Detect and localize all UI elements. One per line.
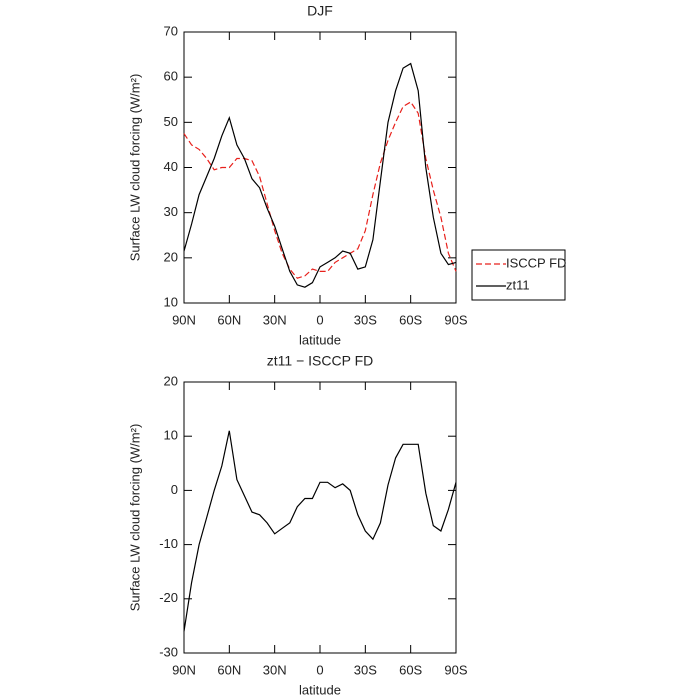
chart-title: zt11 − ISCCP FD — [267, 353, 373, 369]
x-axis-label: latitude — [299, 682, 341, 697]
y-tick-label: -10 — [159, 536, 178, 551]
y-tick-label: 10 — [164, 294, 178, 309]
y-tick-label: -30 — [159, 644, 178, 659]
y-tick-label: 30 — [164, 204, 178, 219]
y-tick-label: 20 — [164, 373, 178, 388]
data-line — [183, 101, 457, 279]
legend-box — [471, 249, 566, 301]
y-tick-label: 50 — [164, 114, 178, 129]
x-tick-label: 30S — [354, 662, 377, 677]
y-axis-label: Surface LW cloud forcing (W/m²) — [127, 424, 142, 612]
x-tick-label: 60N — [217, 312, 241, 327]
chart-title: DJF — [307, 3, 333, 19]
y-tick-label: 0 — [171, 482, 178, 497]
legend-label: zt11 — [506, 277, 530, 292]
x-tick-label: 0 — [316, 662, 323, 677]
data-line — [183, 62, 457, 288]
x-tick-label: 60S — [399, 662, 422, 677]
x-tick-label: 90S — [444, 312, 467, 327]
plot-frame — [183, 381, 457, 654]
y-tick-label: 70 — [164, 23, 178, 38]
x-tick-label: 90S — [444, 662, 467, 677]
x-tick-label: 30S — [354, 312, 377, 327]
y-tick-label: 20 — [164, 249, 178, 264]
x-tick-label: 0 — [316, 312, 323, 327]
x-tick-label: 30N — [263, 662, 287, 677]
y-tick-label: -20 — [159, 590, 178, 605]
x-tick-label: 30N — [263, 312, 287, 327]
legend-label: ISCCP FD — [506, 255, 566, 270]
y-tick-label: 10 — [164, 428, 178, 443]
x-tick-label: 90N — [172, 312, 196, 327]
y-tick-label: 60 — [164, 69, 178, 84]
x-tick-label: 60N — [217, 662, 241, 677]
x-tick-label: 60S — [399, 312, 422, 327]
y-tick-label: 40 — [164, 159, 178, 174]
data-line — [183, 430, 457, 632]
y-axis-label: Surface LW cloud forcing (W/m²) — [127, 74, 142, 262]
x-tick-label: 90N — [172, 662, 196, 677]
x-axis-label: latitude — [299, 332, 341, 347]
